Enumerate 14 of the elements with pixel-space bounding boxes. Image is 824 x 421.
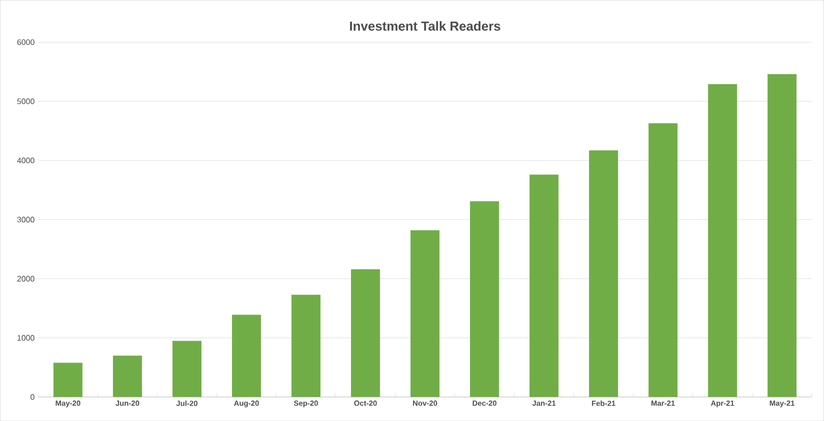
bar (470, 201, 499, 397)
bar (648, 123, 678, 397)
bar (530, 174, 559, 397)
bar (410, 230, 440, 397)
bar (589, 150, 618, 397)
bar (53, 362, 82, 397)
bar (232, 314, 261, 397)
bar (708, 84, 738, 397)
bar (172, 340, 202, 397)
bar (768, 74, 797, 397)
bar (350, 269, 380, 397)
bar (112, 356, 142, 397)
chart-title: Investment Talk Readers (350, 21, 500, 31)
bar (291, 294, 320, 397)
